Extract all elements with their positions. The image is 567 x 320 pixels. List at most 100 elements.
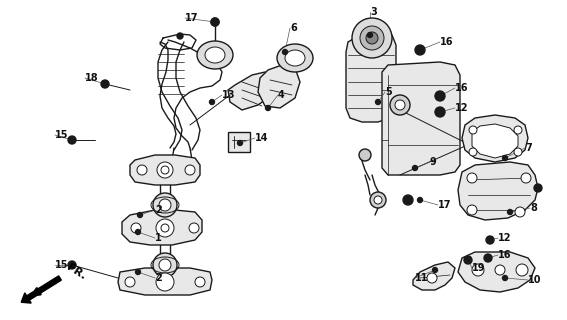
Circle shape <box>486 236 494 244</box>
Circle shape <box>485 255 490 260</box>
Circle shape <box>521 173 531 183</box>
Circle shape <box>374 196 382 204</box>
Text: 16: 16 <box>498 250 511 260</box>
Circle shape <box>156 219 174 237</box>
Circle shape <box>68 261 76 269</box>
Circle shape <box>238 140 243 146</box>
Circle shape <box>159 199 171 211</box>
Text: 17: 17 <box>185 13 198 23</box>
Text: 5: 5 <box>385 87 392 97</box>
Polygon shape <box>122 210 202 245</box>
Circle shape <box>366 32 378 44</box>
Circle shape <box>514 126 522 134</box>
Circle shape <box>438 93 442 99</box>
Circle shape <box>161 166 169 174</box>
Circle shape <box>352 18 392 58</box>
Text: 10: 10 <box>528 275 541 285</box>
Text: 7: 7 <box>525 143 532 153</box>
Circle shape <box>469 126 477 134</box>
Text: 17: 17 <box>438 200 451 210</box>
Text: 13: 13 <box>222 90 235 100</box>
Circle shape <box>161 224 169 232</box>
Text: 12: 12 <box>498 233 511 243</box>
Circle shape <box>390 95 410 115</box>
Circle shape <box>464 256 472 264</box>
Ellipse shape <box>277 44 313 72</box>
Circle shape <box>131 223 141 233</box>
Text: 11: 11 <box>415 273 429 283</box>
Text: 6: 6 <box>290 23 297 33</box>
Circle shape <box>153 193 177 217</box>
Text: 19: 19 <box>472 263 485 273</box>
Circle shape <box>177 33 183 39</box>
Text: 15: 15 <box>55 260 69 270</box>
Circle shape <box>209 100 214 105</box>
Text: 16: 16 <box>455 83 468 93</box>
Text: 12: 12 <box>455 103 468 113</box>
Circle shape <box>515 207 525 217</box>
Circle shape <box>415 45 425 55</box>
Bar <box>228 132 250 152</box>
Circle shape <box>159 259 171 271</box>
Polygon shape <box>130 155 200 185</box>
Ellipse shape <box>205 47 225 63</box>
Polygon shape <box>228 72 275 110</box>
Circle shape <box>153 253 177 277</box>
Circle shape <box>502 276 507 281</box>
Circle shape <box>68 136 76 144</box>
Circle shape <box>467 173 477 183</box>
Text: 1: 1 <box>155 233 162 243</box>
Text: 4: 4 <box>278 90 285 100</box>
Circle shape <box>435 107 445 117</box>
Circle shape <box>427 273 437 283</box>
Circle shape <box>101 80 109 88</box>
Circle shape <box>488 237 493 243</box>
Text: FR.: FR. <box>65 262 88 282</box>
Text: 14: 14 <box>255 133 269 143</box>
Circle shape <box>137 165 147 175</box>
Circle shape <box>370 192 386 208</box>
Circle shape <box>211 18 219 26</box>
Circle shape <box>438 109 442 115</box>
Circle shape <box>502 156 507 161</box>
Polygon shape <box>118 268 212 295</box>
Text: 9: 9 <box>430 157 437 167</box>
Circle shape <box>70 262 74 268</box>
Text: 2: 2 <box>155 273 162 283</box>
Circle shape <box>195 277 205 287</box>
Text: 15: 15 <box>55 130 69 140</box>
Circle shape <box>484 254 492 262</box>
Circle shape <box>495 265 505 275</box>
Ellipse shape <box>197 41 233 69</box>
Circle shape <box>466 258 471 262</box>
Circle shape <box>413 165 417 171</box>
Circle shape <box>433 268 438 273</box>
Polygon shape <box>458 252 535 292</box>
Circle shape <box>435 91 445 101</box>
Polygon shape <box>258 65 300 108</box>
Circle shape <box>359 149 371 161</box>
Polygon shape <box>413 262 455 290</box>
Circle shape <box>516 264 528 276</box>
Polygon shape <box>458 162 538 220</box>
Circle shape <box>472 264 484 276</box>
Circle shape <box>70 138 74 142</box>
Circle shape <box>375 100 380 105</box>
Text: 16: 16 <box>440 37 454 47</box>
FancyArrow shape <box>21 276 61 303</box>
Circle shape <box>125 277 135 287</box>
Circle shape <box>211 18 219 26</box>
Circle shape <box>185 165 195 175</box>
Polygon shape <box>462 115 528 162</box>
Polygon shape <box>472 124 518 158</box>
Circle shape <box>367 33 373 37</box>
Circle shape <box>136 269 141 275</box>
Polygon shape <box>382 62 460 175</box>
Circle shape <box>265 106 270 110</box>
Circle shape <box>417 47 422 52</box>
Circle shape <box>156 273 174 291</box>
Circle shape <box>469 148 477 156</box>
Circle shape <box>395 100 405 110</box>
Circle shape <box>282 50 287 54</box>
Circle shape <box>467 205 477 215</box>
